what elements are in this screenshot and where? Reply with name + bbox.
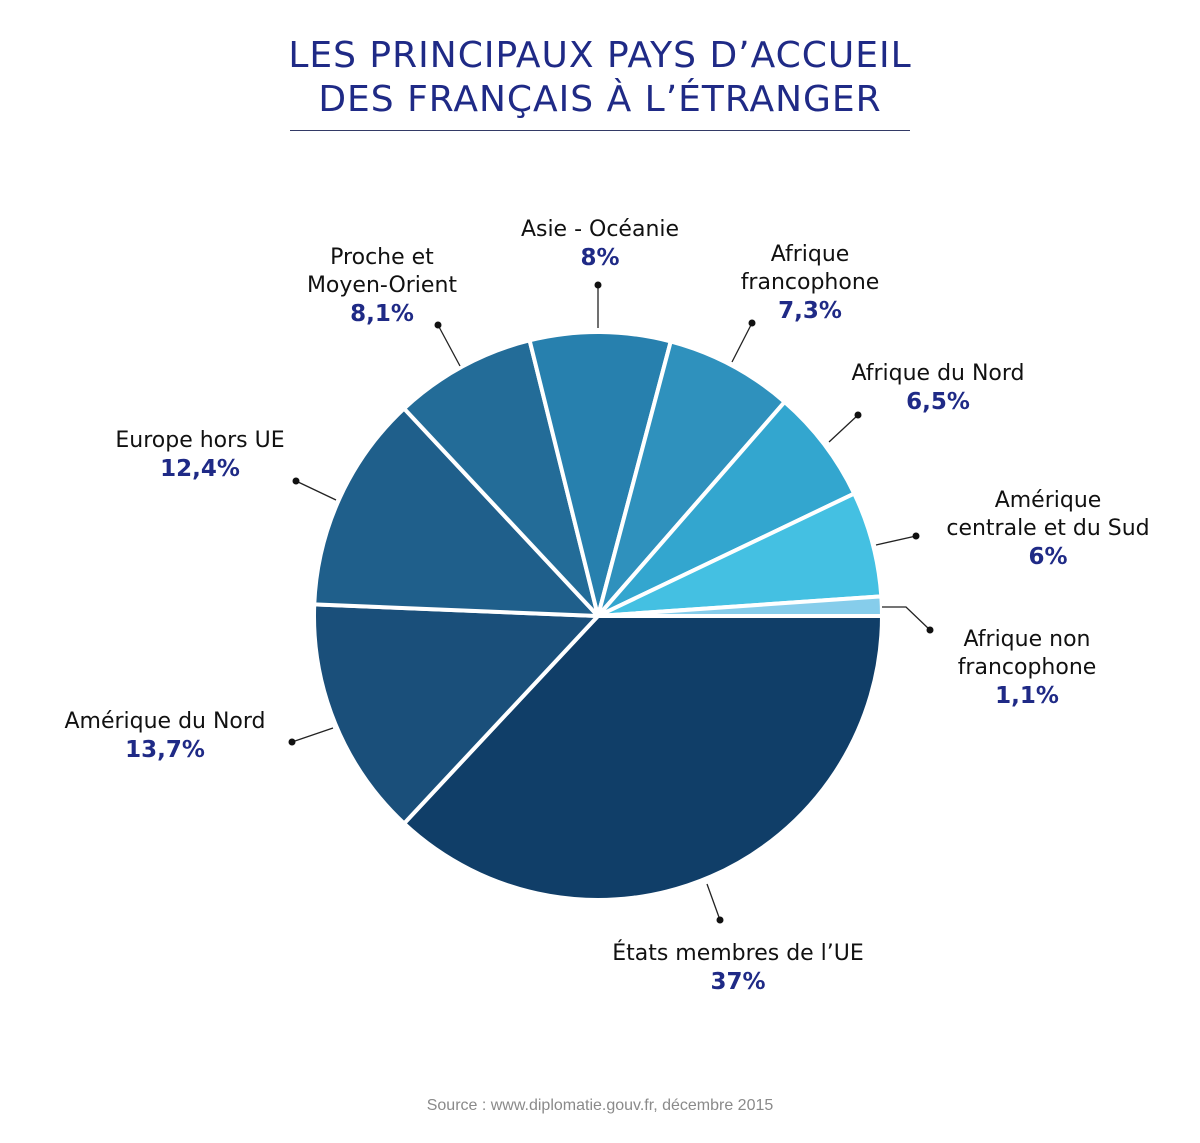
label-asia-pct: 8%	[580, 245, 620, 271]
label-europe-non-eu-pct: 12,4%	[160, 456, 240, 482]
label-middle-east: Proche et Moyen-Orient 8,1%	[282, 244, 482, 328]
pie-slice-europe-hors-ue	[312, 406, 600, 618]
leader-line-afr-franco	[731, 322, 753, 363]
leader-dot-north-africa	[854, 411, 862, 419]
label-latam-line1: Amérique	[994, 488, 1102, 513]
leader-line-eu	[706, 883, 721, 921]
label-afr-franco: Afrique francophone 7,3%	[720, 241, 900, 325]
label-north-africa-name: Afrique du Nord	[851, 361, 1025, 386]
title-line-1: LES PRINCIPAUX PAYS D’ACCUEIL	[288, 35, 912, 76]
label-north-africa-pct: 6,5%	[906, 389, 970, 415]
label-eu: États membres de l’UE 37%	[598, 940, 878, 996]
label-europe-non-eu: Europe hors UE 12,4%	[100, 427, 300, 483]
label-north-america: Amérique du Nord 13,7%	[50, 708, 280, 764]
title-divider	[290, 130, 910, 131]
pie-slice-proche-et-moyen-orient	[402, 338, 600, 618]
label-middle-east-line2: Moyen-Orient	[306, 273, 458, 298]
leader-line-latam	[875, 535, 917, 546]
source-note: Source : www.diplomatie.gouv.fr, décembr…	[426, 1097, 774, 1114]
pie-slice-afrique-francophone	[596, 339, 787, 618]
pie-slice-afrique-du-nord	[596, 399, 857, 618]
leader-dot-latam	[912, 532, 920, 540]
label-latam-pct: 6%	[1028, 544, 1068, 570]
label-north-america-name: Amérique du Nord	[64, 709, 266, 734]
label-afr-franco-line1: Afrique	[770, 242, 850, 267]
label-afr-nonfranco-line2: francophone	[957, 655, 1097, 680]
label-afr-nonfranco-line1: Afrique non	[963, 627, 1091, 652]
label-afr-franco-pct: 7,3%	[778, 298, 842, 324]
leader-dot-north-america	[288, 738, 296, 746]
label-afr-nonfranco-pct: 1,1%	[995, 683, 1059, 709]
label-north-america-pct: 13,7%	[125, 737, 205, 763]
pie-slice-amerique-du-nord	[312, 602, 600, 826]
pie-slice-afrique-non-francophone	[596, 594, 884, 618]
label-asia: Asie - Océanie 8%	[500, 216, 700, 272]
label-asia-name: Asie - Océanie	[520, 217, 680, 242]
label-eu-pct: 37%	[710, 969, 766, 995]
pie-slices	[312, 330, 884, 902]
leader-dot-middle-east	[434, 321, 442, 329]
leader-line-north-africa	[828, 414, 859, 443]
leader-line-north-america	[291, 727, 334, 743]
label-latam: Amérique centrale et du Sud 6%	[938, 487, 1158, 571]
label-middle-east-pct: 8,1%	[350, 301, 414, 327]
chart-title: LES PRINCIPAUX PAYS D’ACCUEIL DES FRANÇA…	[0, 34, 1200, 122]
label-afr-franco-line2: francophone	[740, 270, 880, 295]
leader-line-europe-non-eu	[295, 480, 337, 501]
label-europe-non-eu-name: Europe hors UE	[115, 428, 285, 453]
leader-dot-afr-nonfranco	[926, 626, 934, 634]
title-line-2: DES FRANÇAIS À L’ÉTRANGER	[318, 79, 882, 120]
leader-lines	[288, 281, 934, 924]
label-middle-east-line1: Proche et	[330, 245, 434, 270]
label-eu-name: États membres de l’UE	[612, 941, 864, 966]
leader-line-afr-nonfranco	[882, 606, 931, 631]
leader-dot-asia	[594, 281, 602, 289]
label-afr-nonfranco: Afrique non francophone 1,1%	[932, 626, 1122, 710]
leader-dot-eu	[716, 916, 724, 924]
pie-slice-asie-oceanie	[527, 330, 673, 618]
leader-dot-europe-non-eu	[292, 477, 300, 485]
leader-dot-afr-franco	[748, 319, 756, 327]
label-latam-line2: centrale et du Sud	[946, 516, 1150, 541]
label-north-africa: Afrique du Nord 6,5%	[838, 360, 1038, 416]
pie-slice-etats-membres-de-l-ue	[402, 614, 884, 902]
leader-line-middle-east	[437, 324, 461, 367]
